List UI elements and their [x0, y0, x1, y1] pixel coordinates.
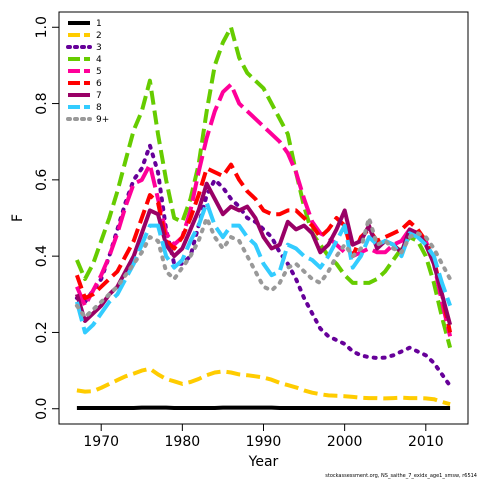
- legend-label: 5: [96, 67, 102, 77]
- credit-text: stockassessment.org, NS_saithe_7_exidx_a…: [325, 473, 477, 479]
- series-line-7: [77, 184, 450, 325]
- x-tick-label: 1970: [83, 434, 119, 450]
- legend-label: 6: [96, 79, 102, 89]
- x-tick-label: 2000: [327, 434, 363, 450]
- legend-label: 8: [96, 103, 102, 113]
- legend-label: 3: [96, 43, 102, 53]
- y-tick-label: 1.0: [34, 16, 50, 38]
- y-tick-label: 0.6: [34, 169, 50, 191]
- legend: 1 2 3 4 5 6 7 8 9+: [68, 19, 109, 125]
- y-tick-label: 0.2: [34, 321, 50, 343]
- legend-label: 7: [96, 91, 102, 101]
- y-tick-label: 0.0: [34, 398, 50, 420]
- legend-label: 9+: [96, 115, 109, 125]
- x-axis: 1970 1980 1990 2000 2010: [83, 424, 443, 450]
- x-tick-label: 2010: [408, 434, 444, 450]
- x-tick-label: 1990: [246, 434, 282, 450]
- y-tick-label: 0.8: [34, 92, 50, 114]
- y-tick-label: 0.4: [34, 245, 50, 267]
- y-axis-title: F: [10, 214, 26, 222]
- x-axis-title: Year: [248, 454, 279, 470]
- x-tick-label: 1980: [165, 434, 201, 450]
- legend-label: 4: [96, 55, 102, 65]
- legend-label: 2: [96, 31, 102, 41]
- y-axis: 0.0 0.2 0.4 0.6 0.8 1.0: [34, 16, 59, 420]
- series-layer: [77, 27, 450, 408]
- legend-label: 1: [96, 19, 102, 29]
- series-line-2: [77, 369, 450, 405]
